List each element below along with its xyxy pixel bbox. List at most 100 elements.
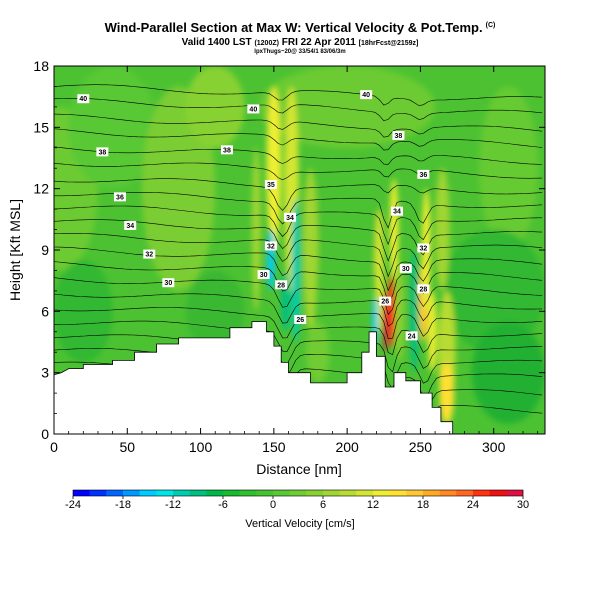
isentrope-line [54, 246, 543, 292]
velocity-blob [54, 260, 113, 363]
y-tick-label: 6 [41, 303, 49, 319]
y-tick-label: 18 [33, 58, 49, 74]
velocity-blob [291, 198, 301, 342]
velocity-blob [251, 147, 261, 312]
colorbar-swatch [156, 490, 174, 496]
colorbar-tick-label: 18 [417, 499, 429, 511]
isentrope-line [54, 178, 543, 211]
isentrope-label: 40 [360, 90, 373, 100]
svg-text:38: 38 [98, 149, 106, 156]
colorbar-swatch [289, 490, 307, 496]
isentrope-label: 38 [392, 131, 405, 141]
isentrope-label: 40 [77, 94, 90, 104]
y-tick-label: 0 [41, 426, 49, 442]
isentrope-line [54, 113, 543, 138]
colorbar-swatch [173, 490, 190, 496]
svg-text:30: 30 [402, 266, 410, 273]
isentrope-line [54, 348, 543, 390]
svg-text:24: 24 [408, 333, 416, 340]
svg-text:34: 34 [126, 223, 134, 230]
velocity-blob [306, 321, 330, 383]
svg-text:30: 30 [260, 272, 268, 279]
svg-text:26: 26 [296, 317, 304, 324]
copyright-mark: (C) [485, 22, 496, 29]
isentrope-line [54, 162, 543, 181]
x-axis-ticks: 0 50 100 150 200 250 300 [50, 66, 539, 455]
y-tick-label: 9 [41, 242, 49, 258]
colorbar-swatch [439, 490, 457, 496]
velocity-blob [389, 178, 399, 281]
isentrope-line [54, 205, 543, 246]
svg-text:32: 32 [267, 243, 275, 250]
y-axis-label: Height [Kft MSL] [7, 199, 23, 301]
colorbar-swatch [273, 490, 290, 496]
colorbar-frame [72, 489, 524, 497]
isentrope-label: 30 [257, 270, 270, 280]
isentrope-label: 36 [417, 169, 430, 179]
isentrope-label: 34 [390, 206, 403, 216]
velocity-blob [267, 229, 275, 291]
x-tick-label: 200 [335, 439, 359, 455]
section-endpoints: lpxThugs~20@ 33/54/1 83/06/3m [254, 49, 346, 55]
svg-text:38: 38 [223, 147, 231, 154]
svg-text:40: 40 [249, 106, 257, 113]
colorbar-swatch [106, 490, 124, 496]
colorbar-tick-label: 24 [467, 499, 479, 511]
svg-text:40: 40 [79, 96, 87, 103]
colorbar-tick-label: -12 [165, 499, 181, 511]
x-tick-label: 150 [262, 439, 286, 455]
velocity-blob [439, 362, 455, 424]
colorbar-swatch [256, 490, 274, 496]
velocity-blob [303, 168, 318, 332]
velocity-blob [185, 66, 245, 148]
colorbar-swatch [189, 490, 207, 496]
colorbar-tick-label: -6 [218, 499, 228, 511]
colorbar-swatch [123, 490, 140, 496]
colorbar-swatch [73, 490, 90, 496]
isentrope-line [54, 320, 543, 356]
velocity-blob [259, 66, 436, 148]
x-tick-label: 250 [409, 439, 433, 455]
isentrope-label: 38 [220, 145, 233, 155]
vertical-velocity-field: 40 40 40 38 38 38 36 35 36 34 34 34 32 32 32 30 30 30 28 28… [54, 66, 545, 434]
isentrope-line [54, 146, 543, 165]
isentrope-line [54, 261, 543, 304]
colorbar-tick-label: 30 [517, 499, 529, 511]
colorbar-tick-label: -18 [115, 499, 131, 511]
x-tick-label: 0 [50, 439, 58, 455]
x-tick-label: 50 [119, 439, 135, 455]
svg-text:28: 28 [277, 282, 285, 289]
isentrope-label: 40 [247, 104, 260, 114]
colorbar-tick-label: 6 [320, 499, 326, 511]
isentrope-label: 28 [417, 284, 430, 294]
isentrope-label: 24 [405, 331, 418, 341]
velocity-blob [310, 168, 384, 291]
isentrope-line [54, 277, 543, 316]
svg-text:36: 36 [116, 194, 124, 201]
isentrope-label: 26 [379, 296, 392, 306]
colorbar-swatch [323, 490, 340, 496]
colorbar-label: Vertical Velocity [cm/s] [245, 518, 354, 530]
svg-text:34: 34 [286, 215, 294, 222]
isentrope-line [54, 293, 543, 327]
colorbar: -24 -18 -12 -6 0 6 12 18 24 30 [65, 489, 529, 511]
svg-text:38: 38 [395, 133, 403, 140]
isentrope-label: 30 [162, 278, 175, 288]
velocity-blob [479, 86, 538, 250]
isentrope-line [54, 334, 543, 373]
colorbar-swatch [406, 490, 424, 496]
colorbar-tick-label: -24 [65, 499, 81, 511]
isentrope-line [54, 192, 543, 229]
isentrope-label: 38 [96, 147, 109, 157]
valid-time: Valid 1400 LST (1200Z) FRI 22 Apr 2011 [… [181, 37, 419, 48]
velocity-blob [68, 66, 157, 189]
terrain [54, 321, 454, 434]
isentrope-label: 36 [113, 192, 126, 202]
colorbar-swatch [489, 490, 507, 496]
x-tick-label: 100 [189, 439, 213, 455]
isentrope-label: 26 [294, 315, 307, 325]
isentrope-label: 32 [143, 249, 156, 259]
colorbar-swatch [89, 490, 107, 496]
isentrope-label: 28 [275, 280, 288, 290]
